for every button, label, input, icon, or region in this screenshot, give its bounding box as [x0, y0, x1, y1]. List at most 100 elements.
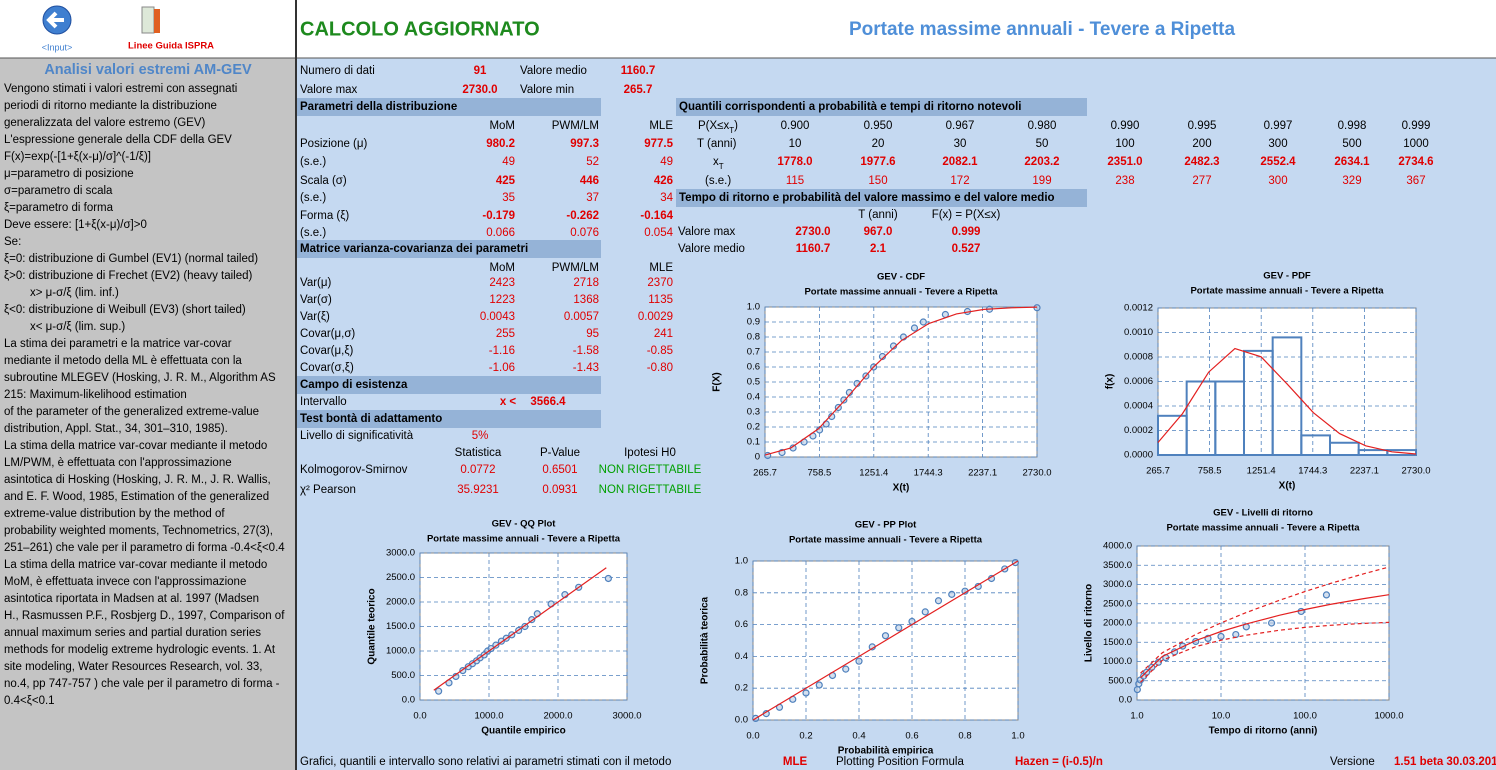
- cell-value: 977.5: [644, 138, 673, 150]
- cell-value: -0.179: [482, 210, 515, 222]
- sidebar-line: site modeling, Water Resources Research,…: [4, 661, 262, 673]
- sidebar-line: probability weighted moments, Technometr…: [4, 525, 273, 537]
- y-tick-label: 1.0: [735, 556, 748, 567]
- cell-value: 277: [1192, 175, 1211, 187]
- row-label: (s.e.): [705, 175, 731, 187]
- y-tick-label: 0: [755, 452, 760, 463]
- cell-value: 1778.0: [777, 156, 812, 168]
- histogram-bar: [1386, 449, 1417, 457]
- cell-value: 95: [586, 328, 599, 340]
- cell-value: 150: [868, 175, 887, 187]
- data-point: [881, 632, 890, 640]
- y-tick-label: 2000.0: [386, 597, 415, 608]
- cell-value: 52: [586, 156, 599, 168]
- row-label: Kolmogorov-Smirnov: [300, 464, 408, 476]
- cell-value: 500: [1342, 138, 1361, 150]
- cell-value: 2552.4: [1260, 156, 1296, 168]
- sidebar-line: F(x)=exp(-[1+ξ(x-μ)/σ]^(-1/ξ)]: [4, 151, 151, 163]
- data-point: [802, 689, 810, 697]
- cell-value: 967.0: [864, 226, 893, 238]
- cell-value: 0.0772: [460, 464, 495, 476]
- y-tick-label: 0.0: [1119, 695, 1132, 706]
- y-tick-label: 0.0000: [1124, 450, 1153, 461]
- cell-value: 0.0029: [638, 311, 673, 323]
- cell-value: 1223: [489, 294, 515, 306]
- row-label: xT: [713, 156, 724, 171]
- cell-value: 20: [872, 138, 885, 150]
- x-tick-label: 1.0: [1011, 731, 1024, 742]
- cell-value: 0.527: [952, 243, 981, 255]
- chart-title: GEV - Livelli di ritorno: [1213, 508, 1313, 519]
- y-tick-label: 0.0004: [1124, 401, 1153, 412]
- cell-value: -1.43: [573, 362, 599, 374]
- cell-value: 446: [580, 175, 599, 187]
- cell-value: 0.076: [570, 227, 599, 239]
- fit-line: [764, 306, 1038, 456]
- fit-line: [1140, 594, 1390, 679]
- label-part: T: [719, 162, 724, 171]
- column-header: MLE: [649, 120, 673, 132]
- column-header: MoM: [489, 262, 515, 274]
- sidebar-line: extreme-value distribution by the method…: [4, 508, 225, 520]
- x-tick-label: 1251.4: [859, 468, 888, 479]
- row-label: (s.e.): [300, 192, 326, 204]
- x-axis-label: Probabilità empirica: [838, 746, 934, 757]
- data-point: [1232, 630, 1240, 639]
- cell-value: -1.58: [573, 345, 599, 357]
- summary-value: 2730.0: [462, 84, 497, 96]
- data-point: [948, 590, 956, 598]
- sidebar-line: H., Rasmussen P.F., Rosbjerg D., 1997, C…: [4, 610, 285, 622]
- sidebar-line: asintotica riportata in Madsen at al. 19…: [4, 593, 259, 605]
- cell-value: 0.998: [1338, 120, 1367, 132]
- y-axis-label: Livello di ritorno: [1084, 584, 1095, 662]
- data-point: [910, 324, 919, 332]
- column-header: MLE: [649, 262, 673, 274]
- row-label: Forma (ξ): [300, 210, 349, 222]
- data-point: [921, 608, 929, 616]
- chart-subtitle: Portate massime annuali - Tevere a Ripet…: [789, 535, 983, 546]
- y-tick-label: 0.0010: [1124, 327, 1153, 338]
- x-tick-label: 265.7: [753, 468, 777, 479]
- ispra-icon-spine: [154, 9, 160, 33]
- ispra-label[interactable]: Linee Guida ISPRA: [128, 41, 214, 52]
- cell-value: 2370: [647, 277, 673, 289]
- y-tick-label: 1000.0: [386, 646, 415, 657]
- ispra-button[interactable]: Linee Guida ISPRA: [128, 6, 214, 52]
- input-button[interactable]: <Input>: [42, 5, 73, 52]
- input-label[interactable]: <Input>: [42, 42, 73, 52]
- x-tick-label: 2730.0: [1401, 466, 1430, 477]
- sidebar-line: annual maximum series and partial durati…: [4, 627, 261, 639]
- cell-value: 50: [1036, 138, 1049, 150]
- x-tick-label: 0.8: [958, 731, 971, 742]
- column-header: Ipotesi H0: [624, 447, 676, 459]
- chart-subtitle: Portate massime annuali - Tevere a Ripet…: [1166, 523, 1360, 534]
- cell-value: 35: [502, 192, 515, 204]
- sidebar-line: ξ<0: distribuzione di Weibull (EV3) (sho…: [4, 304, 246, 316]
- sidebar-line: σ=parametro di scala: [4, 185, 113, 197]
- cell-value: 2.1: [870, 243, 887, 255]
- y-tick-label: 3000.0: [386, 548, 415, 559]
- sidebar-line: La stima della matrice var-covar mediant…: [4, 440, 267, 452]
- cell-value: 426: [654, 175, 673, 187]
- sidebar-line: μ=parametro di posizione: [4, 168, 134, 180]
- cell-value: 10: [789, 138, 802, 150]
- data-point: [1217, 632, 1225, 641]
- header-bg: [0, 0, 1496, 58]
- cell-value: x <: [500, 396, 517, 408]
- y-tick-label: 3500.0: [1103, 560, 1132, 571]
- row-label: Covar(μ,σ): [300, 328, 355, 340]
- section-title: Campo di esistenza: [300, 379, 408, 391]
- y-tick-label: 0.1: [747, 437, 760, 448]
- ispra-icon[interactable]: [141, 6, 155, 34]
- section-title: Matrice varianza-covarianza dei parametr…: [300, 243, 528, 255]
- cell-value: 255: [496, 328, 515, 340]
- cell-value: 49: [502, 156, 515, 168]
- row-label: Scala (σ): [300, 175, 347, 187]
- page-title: CALCOLO AGGIORNATO: [300, 18, 540, 40]
- sidebar-title: Analisi valori estremi AM-GEV: [44, 62, 252, 78]
- x-tick-label: 2237.1: [968, 468, 997, 479]
- cell-value: 30: [954, 138, 967, 150]
- cell-value: 0.054: [644, 227, 673, 239]
- row-label: χ² Pearson: [300, 484, 356, 496]
- x-tick-label: 1744.3: [1298, 466, 1327, 477]
